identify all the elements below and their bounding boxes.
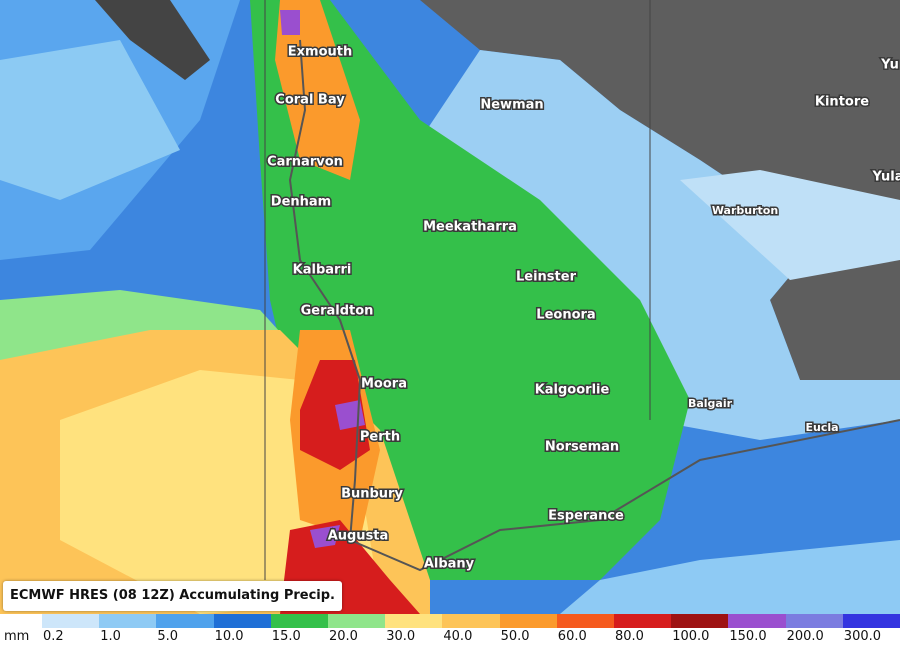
legend-label: 100.0 — [672, 629, 710, 644]
place-label: Newman — [480, 98, 543, 113]
legend-swatch — [156, 614, 215, 628]
legend-label: 20.0 — [329, 629, 358, 644]
legend-swatch — [270, 614, 329, 628]
place-label: Kintore — [815, 95, 869, 110]
legend-label: 0.2 — [43, 629, 64, 644]
place-label: Yula — [872, 170, 900, 185]
legend-swatch — [213, 614, 272, 628]
place-label: Norseman — [545, 440, 619, 455]
place-label: Augusta — [328, 529, 389, 544]
legend-swatch — [42, 614, 100, 628]
place-label: Kalbarri — [293, 263, 352, 278]
place-label: Meekatharra — [423, 220, 517, 235]
legend-swatch — [328, 614, 386, 628]
place-label: Bunbury — [341, 487, 403, 502]
legend-label: 150.0 — [729, 629, 767, 644]
legend: mm 0.2 1.0 5.0 10.0 15.0 20.0 30.0 40.0 50.0 60.0… — [0, 614, 900, 646]
road — [288, 39, 900, 572]
land — [95, 0, 210, 80]
legend-swatch — [614, 614, 672, 628]
legend-label: 300.0 — [843, 629, 882, 644]
rain-area — [310, 525, 340, 548]
legend-label: 5.0 — [157, 629, 179, 644]
title: ECMWF HRES (08 12Z) Accumulating Precip. — [3, 581, 342, 611]
legend-swatch — [499, 614, 558, 628]
legend-label: 60.0 — [557, 629, 587, 644]
place-label: Moora — [361, 377, 407, 392]
legend-swatch — [385, 614, 443, 628]
place-label: Leonora — [536, 308, 595, 323]
place-label: Eucla — [805, 421, 838, 434]
rain-area — [280, 10, 300, 35]
rain-area — [680, 170, 900, 280]
place-label: Yu — [880, 58, 899, 73]
legend-swatch — [671, 614, 729, 628]
legend-label: 1.0 — [100, 629, 121, 644]
legend-swatch — [842, 614, 900, 628]
legend-label: 40.0 — [443, 629, 473, 644]
legend-swatch — [785, 614, 844, 628]
legend-label: 10.0 — [214, 629, 244, 644]
rain-area — [560, 540, 900, 614]
place-label: Albany — [424, 557, 475, 572]
rain-area — [335, 400, 365, 430]
place-label: Exmouth — [288, 45, 352, 60]
place-label: Denham — [271, 195, 331, 210]
rain-area — [420, 50, 900, 440]
legend-swatch — [442, 614, 501, 628]
place-label: Leinster — [516, 270, 577, 285]
land — [420, 0, 900, 380]
place-label: Balgair — [688, 397, 733, 410]
legend-label: 80.0 — [615, 629, 644, 644]
rain-area — [0, 40, 180, 200]
legend-unit: mm — [4, 629, 30, 644]
rain-area — [275, 0, 360, 180]
place-label: Geraldton — [301, 304, 374, 319]
rain-area — [300, 360, 370, 470]
legend-swatch — [556, 614, 615, 628]
place-label: Perth — [360, 430, 400, 445]
place-label: Coral Bay — [275, 93, 345, 108]
map: Exmouth Coral Bay Newman Kintore Yu Carnarvon… — [0, 0, 900, 614]
legend-label: 15.0 — [271, 629, 301, 644]
legend-label: 200.0 — [786, 629, 824, 644]
legend-label: 30.0 — [386, 629, 416, 644]
legend-swatch — [99, 614, 157, 628]
place-label: Kalgoorlie — [535, 383, 610, 398]
place-label: Carnarvon — [267, 155, 343, 170]
place-label: Esperance — [548, 509, 624, 524]
legend-swatch — [728, 614, 787, 628]
place-label: Warburton — [712, 204, 778, 217]
legend-label: 50.0 — [500, 629, 530, 644]
